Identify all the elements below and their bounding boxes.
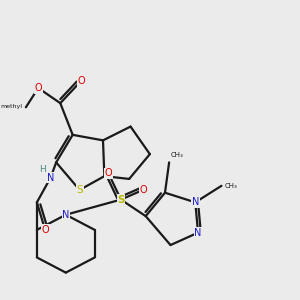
Text: CH₃: CH₃ [170,152,183,158]
Text: S: S [117,195,125,205]
Text: N: N [62,210,70,220]
Text: O: O [139,185,147,195]
Text: O: O [34,83,42,93]
Text: methyl: methyl [1,104,22,109]
Text: N: N [192,197,199,207]
Text: H: H [39,165,46,174]
Text: CH₃: CH₃ [225,183,238,189]
Text: O: O [105,168,112,178]
Text: O: O [41,225,49,235]
Text: O: O [77,76,85,86]
Text: S: S [76,185,83,195]
Text: N: N [47,172,54,183]
Text: N: N [194,228,202,238]
